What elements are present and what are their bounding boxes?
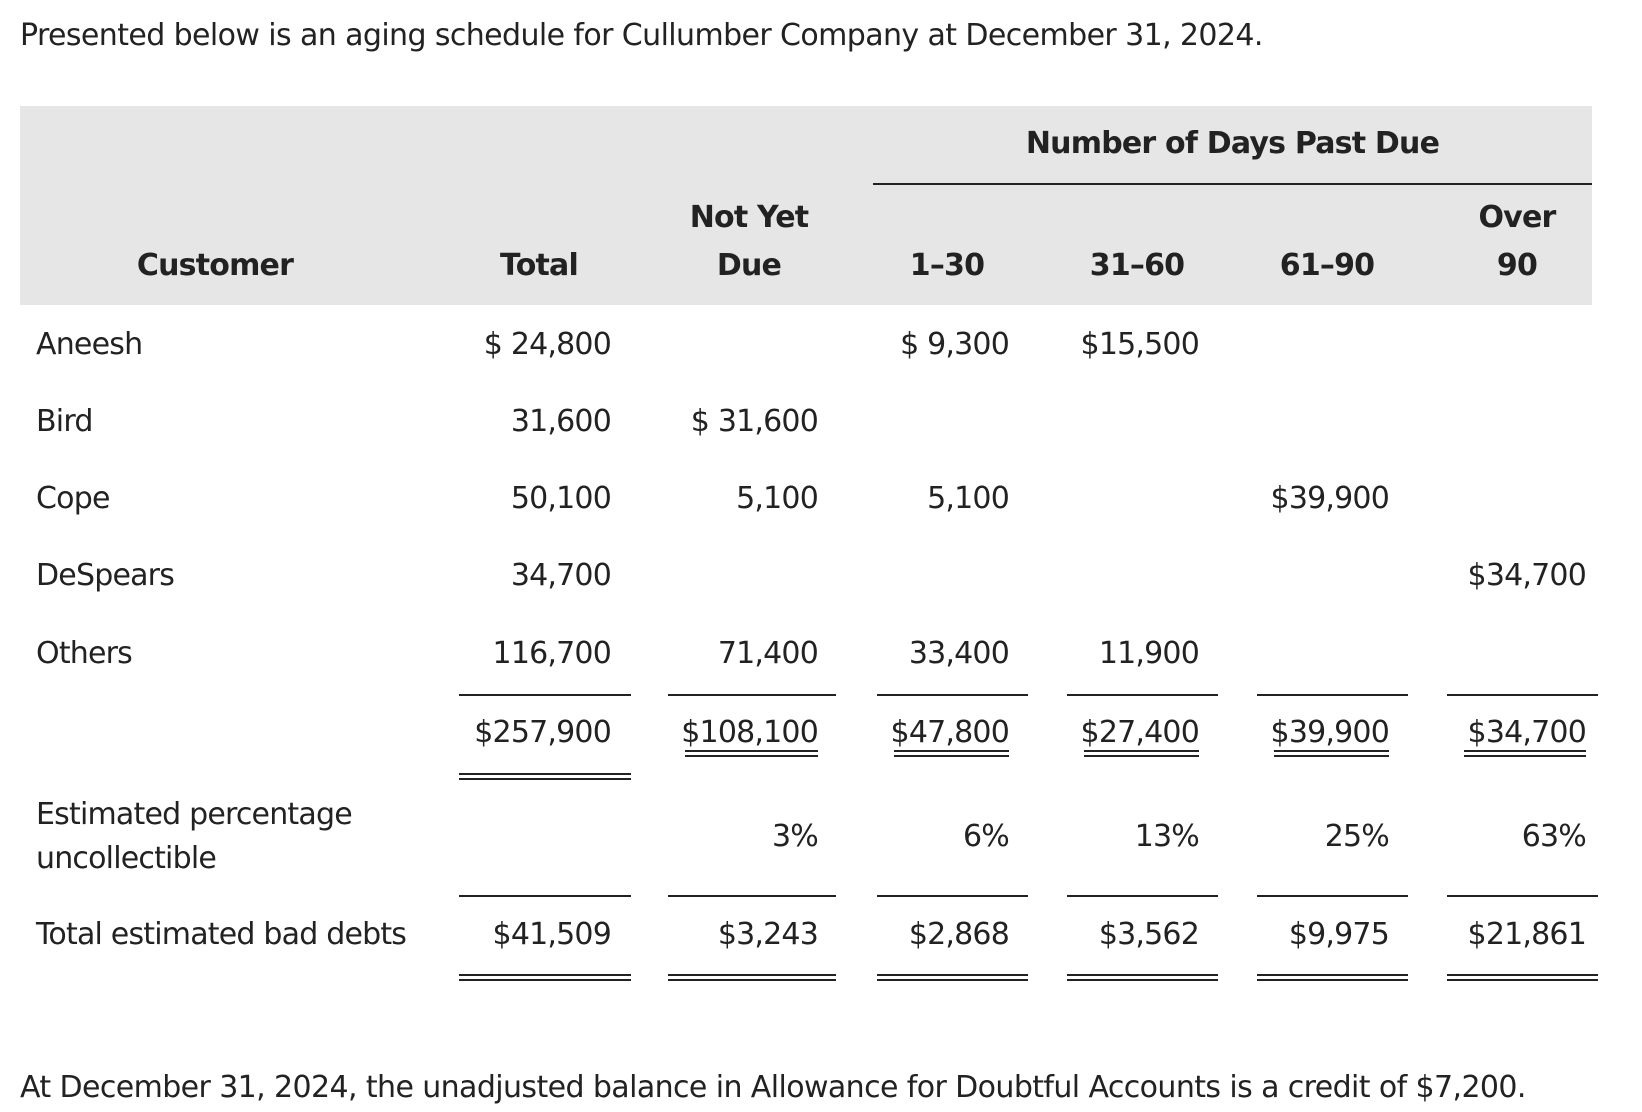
percent-31-60: 13%: [1134, 819, 1200, 854]
total-over-90: $34,700: [1467, 715, 1587, 750]
footer-text: At December 31, 2024, the unadjusted bal…: [20, 1070, 1526, 1105]
bad-debts-rule: [459, 895, 631, 897]
header-1-30: 1–30: [909, 248, 985, 283]
subtotal-rule: [668, 694, 836, 696]
total-31-60: $27,400: [1080, 715, 1200, 750]
bad-debts-rule: [668, 895, 836, 897]
bad-debts-label: Total estimated bad debts: [36, 917, 407, 952]
customer-name: DeSpears: [36, 558, 175, 593]
row-1-30: $ 9,300: [900, 327, 1010, 362]
total-double-underline: [1084, 750, 1199, 757]
bad-debts-over-90: $21,861: [1467, 917, 1587, 952]
row-not-yet-due: $ 31,600: [690, 404, 819, 439]
subtotal-rule: [877, 694, 1028, 696]
customer-name: Cope: [36, 481, 110, 516]
row-total: 31,600: [510, 404, 612, 439]
bad-debts-rule: [877, 895, 1028, 897]
percent-61-90: 25%: [1324, 819, 1390, 854]
row-1-30: 33,400: [908, 636, 1010, 671]
table-header-band: [20, 106, 1592, 305]
row-total: 116,700: [492, 636, 612, 671]
intro-text: Presented below is an aging schedule for…: [20, 18, 1263, 53]
header-customer: Customer: [136, 248, 294, 283]
header-total: Total: [500, 248, 579, 283]
bad-debts-31-60: $3,562: [1098, 917, 1200, 952]
bad-debts-61-90: $9,975: [1288, 917, 1390, 952]
bad-debts-not-yet-due: $3,243: [717, 917, 819, 952]
subtotal-rule: [459, 694, 631, 696]
total-double-underline: [1464, 750, 1586, 757]
customer-name: Bird: [36, 404, 93, 439]
row-over-90: $34,700: [1467, 558, 1587, 593]
percent-over-90: 63%: [1521, 819, 1587, 854]
grand-total: $257,900: [474, 715, 612, 750]
percent-1-30: 6%: [963, 819, 1010, 854]
total-not-yet-due: $108,100: [681, 715, 819, 750]
row-total: 50,100: [510, 481, 612, 516]
row-not-yet-due: 71,400: [717, 636, 819, 671]
bad-debts-rule: [1067, 895, 1218, 897]
bad-debts-double-rule: [668, 974, 836, 981]
row-31-60: $15,500: [1080, 327, 1200, 362]
bad-debts-rule: [1257, 895, 1408, 897]
customer-name: Aneesh: [36, 327, 143, 362]
group-header-rule: [873, 183, 1592, 185]
bad-debts-double-rule: [459, 974, 631, 981]
customer-name: Others: [36, 636, 133, 671]
header-not-yet-due-line2: Due: [716, 248, 782, 283]
grand-total-double-rule: [459, 773, 631, 780]
row-1-30: 5,100: [927, 481, 1010, 516]
bad-debts-total: $41,509: [492, 917, 612, 952]
percentage-label-line2: uncollectible: [36, 841, 217, 876]
total-1-30: $47,800: [890, 715, 1010, 750]
row-total: 34,700: [510, 558, 612, 593]
subtotal-rule: [1067, 694, 1218, 696]
bad-debts-double-rule: [1067, 974, 1218, 981]
bad-debts-rule: [1447, 895, 1598, 897]
total-double-underline: [1274, 750, 1389, 757]
total-double-underline: [894, 750, 1009, 757]
bad-debts-double-rule: [877, 974, 1028, 981]
header-over-90-line2: 90: [1496, 248, 1538, 283]
subtotal-rule: [1447, 694, 1598, 696]
percent-not-yet-due: 3%: [772, 819, 819, 854]
header-over-90-line1: Over: [1478, 200, 1556, 235]
subtotal-rule: [1257, 694, 1408, 696]
days-past-due-group-header: Number of Days Past Due: [1025, 126, 1440, 161]
bad-debts-double-rule: [1447, 974, 1598, 981]
total-61-90: $39,900: [1270, 715, 1390, 750]
header-61-90: 61–90: [1279, 248, 1375, 283]
header-not-yet-due-line1: Not Yet: [689, 200, 809, 235]
header-31-60: 31–60: [1089, 248, 1185, 283]
row-total: $ 24,800: [483, 327, 612, 362]
total-double-underline: [685, 750, 818, 757]
bad-debts-1-30: $2,868: [908, 917, 1010, 952]
row-31-60: 11,900: [1098, 636, 1200, 671]
percentage-label-line1: Estimated percentage: [36, 797, 353, 832]
bad-debts-double-rule: [1257, 974, 1408, 981]
row-not-yet-due: 5,100: [736, 481, 819, 516]
row-61-90: $39,900: [1270, 481, 1390, 516]
